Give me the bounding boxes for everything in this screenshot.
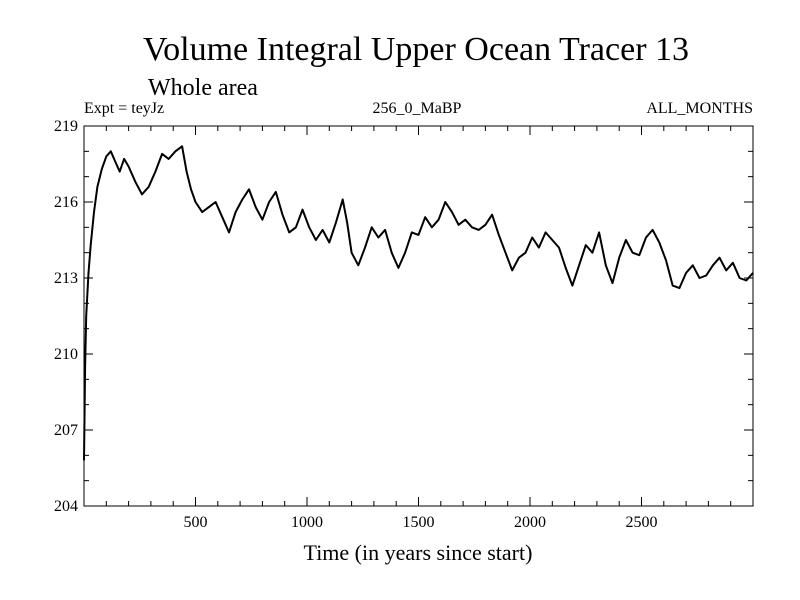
months-label: ALL_MONTHS — [646, 100, 753, 117]
x-tick-label: 1000 — [291, 514, 323, 531]
x-tick-label: 2500 — [626, 514, 658, 531]
x-tick-label: 1500 — [403, 514, 435, 531]
x-tick-label: 2000 — [514, 514, 546, 531]
y-tick-label: 216 — [54, 194, 78, 211]
y-tick-label: 213 — [54, 270, 78, 287]
y-tick-label: 219 — [54, 118, 78, 135]
expt-label: Expt = teyJz — [84, 100, 164, 117]
x-axis-label: Time (in years since start) — [304, 540, 533, 565]
y-tick-label: 210 — [54, 346, 78, 363]
plot-frame — [83, 125, 754, 507]
chart-subtitle: Whole area — [148, 75, 258, 101]
y-tick-label: 207 — [54, 422, 78, 439]
plot-area: 500 1000 1500 2000 2500 204 207 210 213 216 219 — [54, 118, 754, 531]
series-line — [83, 145, 754, 461]
chart-title: Volume Integral Upper Ocean Tracer 13 — [143, 31, 689, 68]
run-label: 256_0_MaBP — [373, 100, 462, 117]
x-tick-label: 500 — [184, 514, 208, 531]
y-tick-label: 204 — [54, 498, 78, 515]
